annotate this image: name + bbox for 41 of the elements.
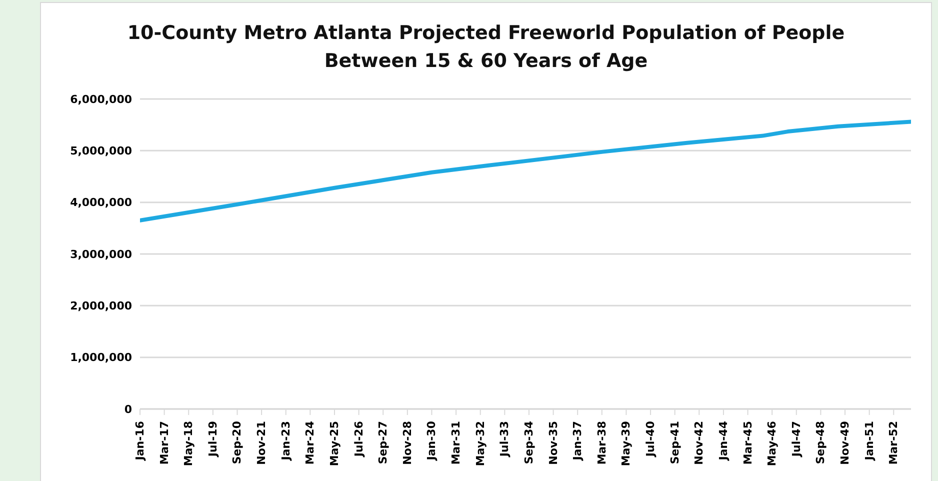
x-tick-label: May-46 [766,420,779,466]
chart-title: 10-County Metro Atlanta Projected Freeworld Population of People Between 15 & 60 Years of Age [126,21,846,74]
x-tick-label: Jul-47 [790,421,803,458]
x-tick-label: May-25 [328,421,341,466]
y-tick-label: 0 [124,402,132,416]
x-tick-label: Nov-49 [838,421,852,465]
y-tick-label: 6,000,000 [70,92,132,106]
x-tick-label: Sep-27 [376,421,390,464]
x-tick-label: Mar-31 [450,421,463,465]
x-tick-label: Nov-21 [255,421,268,465]
y-tick-label: 3,000,000 [70,248,132,261]
x-tick-label: May-39 [620,421,633,466]
x-tick-label: Jan-51 [862,421,876,462]
y-tick-label: 2,000,000 [70,300,132,313]
x-tick-label: Mar-45 [741,421,754,465]
x-tick-label: Jul-26 [352,420,366,458]
x-tick-label: Jan-23 [279,421,292,462]
x-tick-label: Jul-33 [498,421,512,458]
x-tick-label: Nov-28 [400,421,414,465]
x-tick-label: Jan-30 [425,420,438,462]
x-tick-label: Sep-34 [522,420,536,464]
y-tick-label: 5,000,000 [70,144,132,158]
x-tick-label: Jul-40 [644,420,658,458]
x-tick-label: Jan-44 [716,420,730,462]
x-tick-label: Jul-19 [206,421,220,458]
x-tick-label: Mar-17 [158,421,171,465]
x-tick-label: Mar-24 [304,420,317,465]
x-tick-label: Mar-52 [887,421,900,465]
y-tick-label: 4,000,000 [70,196,132,210]
x-tick-label: Jan-37 [571,421,584,462]
x-tick-label: May-18 [182,421,196,466]
x-tick-label: May-32 [474,421,487,466]
line-series [140,120,911,222]
x-tick-label: Nov-42 [692,421,706,465]
y-tick-label: 1,000,000 [70,351,132,364]
x-tick-label: Sep-20 [230,420,244,464]
x-tick-label: Sep-41 [668,421,682,464]
x-tick-label: Sep-48 [814,421,828,464]
x-tick-label: Mar-38 [595,421,608,465]
x-tick-label: Jan-16 [134,420,146,462]
x-tick-label: Nov-35 [546,421,560,465]
